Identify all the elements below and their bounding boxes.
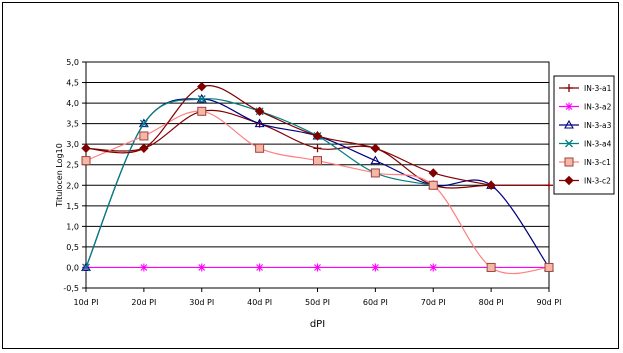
legend: IN-3-a1 IN-3-a2 IN-3-a3 IN-3-a4 IN-3-c1 IN-3-… <box>553 75 615 195</box>
legend-box <box>553 75 615 195</box>
series-layer <box>81 81 554 275</box>
y-tick-label: 3,5 <box>66 120 79 129</box>
legend-item: IN-3-a1 <box>559 84 612 93</box>
data-point <box>371 263 380 272</box>
legend-label: IN-3-a1 <box>584 84 612 93</box>
data-point <box>139 119 148 128</box>
x-axis-label: dPI <box>310 319 325 330</box>
legend-item: IN-3-a4 <box>559 140 612 149</box>
data-point <box>81 156 91 166</box>
series-IN-3-a1 <box>82 107 553 190</box>
data-point <box>139 143 149 153</box>
y-tick-label: 3,0 <box>66 140 79 149</box>
legend-item: IN-3-a3 <box>559 119 612 130</box>
data-point <box>429 263 438 272</box>
chart-frame <box>2 2 619 349</box>
x-tick-label: 90d PI <box>537 298 562 307</box>
data-point <box>428 168 438 178</box>
data-point <box>197 81 207 92</box>
data-point <box>313 144 322 153</box>
data-point <box>486 262 496 272</box>
plot-area <box>85 61 550 289</box>
x-tick-label: 10d PI <box>74 298 99 307</box>
data-point <box>197 106 207 116</box>
data-point <box>565 84 573 92</box>
data-point <box>545 181 553 190</box>
data-point <box>564 119 574 129</box>
series-line <box>85 85 492 186</box>
y-tick-label: -0,5 <box>63 284 79 293</box>
x-tick-labels: 10d PI 20d PI 30d PI 40d PI 50d PI 60d PI 70d … <box>74 288 562 307</box>
data-point <box>254 106 265 117</box>
data-point <box>564 157 574 167</box>
y-tick-label: 2,5 <box>66 161 79 170</box>
data-point <box>138 118 149 128</box>
y-tick-label: 5,0 <box>66 58 79 67</box>
x-tick-label: 40d PI <box>247 298 272 307</box>
y-axis-label: Titulocen Log10 <box>55 143 64 208</box>
legend-label: IN-3-a2 <box>584 103 612 112</box>
data-point <box>370 143 381 153</box>
y-tick-label: 0,0 <box>66 263 79 272</box>
series-IN-3-a3 <box>81 93 554 272</box>
legend-label: IN-3-c1 <box>584 158 611 167</box>
data-point <box>255 263 264 272</box>
data-point <box>81 143 91 153</box>
x-tick-label: 80d PI <box>479 298 504 307</box>
y-tick-label: 4,5 <box>66 79 79 88</box>
data-point <box>139 131 149 141</box>
data-point <box>255 143 265 153</box>
data-point <box>565 102 573 111</box>
y-tick-label: 4,0 <box>66 99 79 108</box>
data-point <box>428 180 438 190</box>
data-point <box>486 180 496 190</box>
data-point <box>370 168 380 178</box>
y-tick-label: 1,5 <box>66 202 79 211</box>
x-tick-label: 20d PI <box>131 298 156 307</box>
data-point <box>313 156 322 166</box>
legend-label: IN-3-a3 <box>584 121 612 130</box>
x-tick-label: 50d PI <box>305 298 330 307</box>
legend-item: IN-3-c1 <box>559 157 611 167</box>
data-point <box>370 155 381 165</box>
legend-label: IN-3-c2 <box>584 177 611 186</box>
y-tick-label: 1,0 <box>66 222 79 231</box>
legend-label: IN-3-a4 <box>584 140 612 149</box>
data-point <box>544 262 554 272</box>
legend-item: IN-3-c2 <box>559 175 611 186</box>
series-IN-3-c2 <box>81 81 496 190</box>
x-tick-label: 60d PI <box>363 298 388 307</box>
y-tick-label: 0,5 <box>66 243 79 252</box>
y-tick-labels: 5,0 4,5 4,0 3,5 3,0 2,5 2,0 1,5 1,0 0,5 0,0 -0,5 <box>63 58 79 293</box>
data-point <box>564 175 574 186</box>
data-point <box>82 263 90 272</box>
data-point <box>313 263 322 272</box>
data-point <box>565 139 573 148</box>
x-tick-label: 70d PI <box>421 298 446 307</box>
y-tick-label: 2,0 <box>66 181 79 190</box>
x-tick-label: 30d PI <box>189 298 214 307</box>
data-point <box>254 118 265 128</box>
data-point <box>139 263 148 272</box>
data-point <box>197 95 206 103</box>
series-IN-3-a2 <box>82 263 553 272</box>
data-point <box>312 131 323 141</box>
series-IN-3-c1 <box>81 106 554 275</box>
data-point <box>81 262 91 272</box>
legend-item: IN-3-a2 <box>559 102 612 112</box>
data-point <box>197 263 206 272</box>
